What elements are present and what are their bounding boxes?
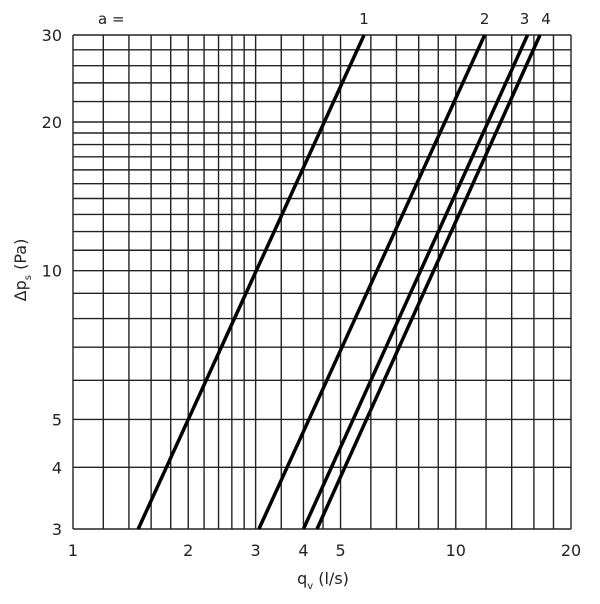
y-tick-label: 5 bbox=[52, 410, 62, 429]
x-tick-label: 20 bbox=[561, 541, 581, 560]
y-tick-label: 20 bbox=[42, 113, 62, 132]
y-tick-label: 10 bbox=[42, 262, 62, 281]
x-tick-label: 5 bbox=[335, 541, 345, 560]
grid bbox=[72, 34, 572, 530]
series-line-2 bbox=[257, 34, 487, 530]
series-line-1 bbox=[136, 34, 366, 530]
series-label-3: 3 bbox=[520, 10, 530, 28]
x-tick-label: 4 bbox=[298, 541, 308, 560]
series-label-1: 1 bbox=[359, 10, 369, 28]
series-line-4 bbox=[315, 34, 542, 530]
series-label-4: 4 bbox=[541, 10, 551, 28]
x-axis-label: qv (l/s) bbox=[297, 569, 349, 592]
series-label-2: 2 bbox=[480, 10, 490, 28]
x-tick-label: 3 bbox=[251, 541, 261, 560]
tick-labels: 1 2 3 4 5 10 20 3 4 5 10 20 30 bbox=[42, 26, 582, 560]
x-tick-label: 10 bbox=[446, 541, 466, 560]
y-tick-label: 30 bbox=[42, 26, 62, 45]
y-tick-label: 3 bbox=[52, 520, 62, 539]
series-line-3 bbox=[301, 34, 530, 530]
x-tick-label: 2 bbox=[183, 541, 193, 560]
legend-prefix: a = bbox=[98, 10, 125, 28]
x-tick-label: 1 bbox=[68, 541, 78, 560]
y-tick-label: 4 bbox=[52, 458, 62, 477]
y-axis-label: Δps (Pa) bbox=[11, 239, 34, 302]
